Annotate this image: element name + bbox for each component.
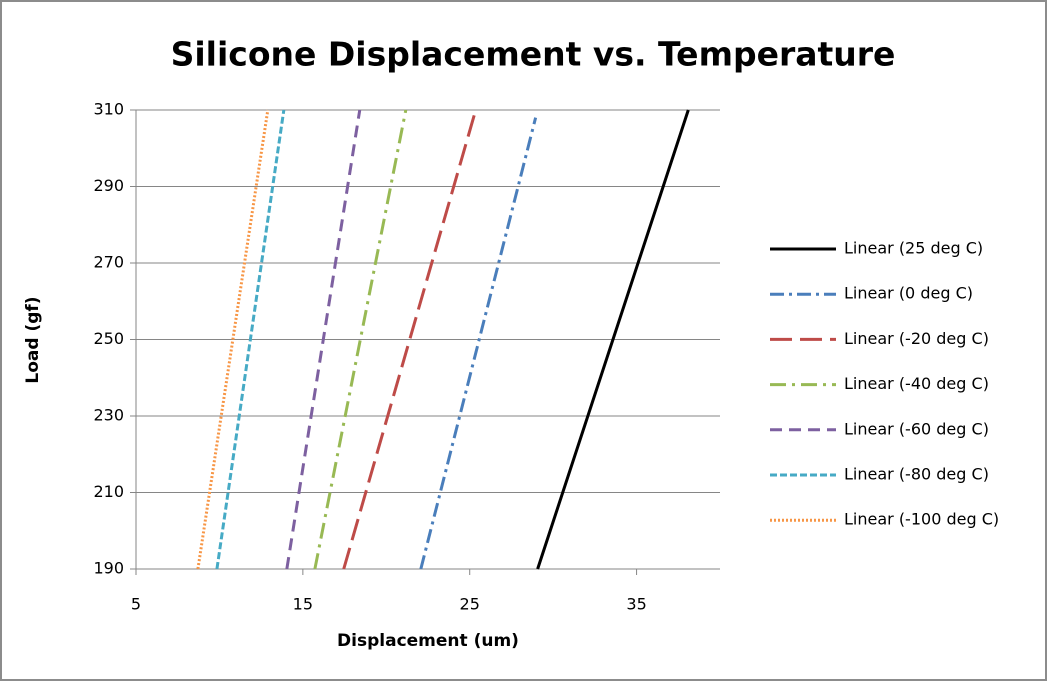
x-axis-label: Displacement (um)	[337, 631, 519, 651]
x-tick-label: 5	[131, 595, 141, 614]
legend-text: Linear (-40 deg C)	[844, 374, 989, 393]
series-line	[285, 109, 362, 570]
y-tick-label: 190	[93, 559, 124, 578]
x-tick-label: 35	[626, 595, 646, 614]
series-line	[536, 109, 690, 570]
legend-text: Linear (-80 deg C)	[844, 465, 989, 484]
legend-text: Linear (-60 deg C)	[844, 419, 989, 438]
x-tick-label: 15	[293, 595, 313, 614]
y-tick-label: 250	[93, 329, 124, 348]
series-line	[342, 109, 478, 570]
legend-text: Linear (-100 deg C)	[844, 510, 999, 529]
y-tick-label: 290	[93, 176, 124, 195]
x-tick-label: 25	[460, 595, 480, 614]
chart-title: Silicone Displacement vs. Temperature	[171, 35, 896, 74]
legend-text: Linear (-20 deg C)	[844, 329, 989, 348]
series-line	[215, 109, 286, 570]
legend-text: Linear (25 deg C)	[844, 239, 983, 258]
y-tick-label: 270	[93, 253, 124, 272]
y-axis-label: Load (gf)	[23, 296, 43, 383]
series-line	[419, 117, 538, 570]
y-tick-label: 210	[93, 482, 124, 501]
y-tick-label: 230	[93, 406, 124, 425]
series-line	[313, 109, 408, 570]
legend-text: Linear (0 deg C)	[844, 284, 973, 303]
series-line	[196, 109, 270, 570]
y-tick-label: 310	[93, 100, 124, 119]
